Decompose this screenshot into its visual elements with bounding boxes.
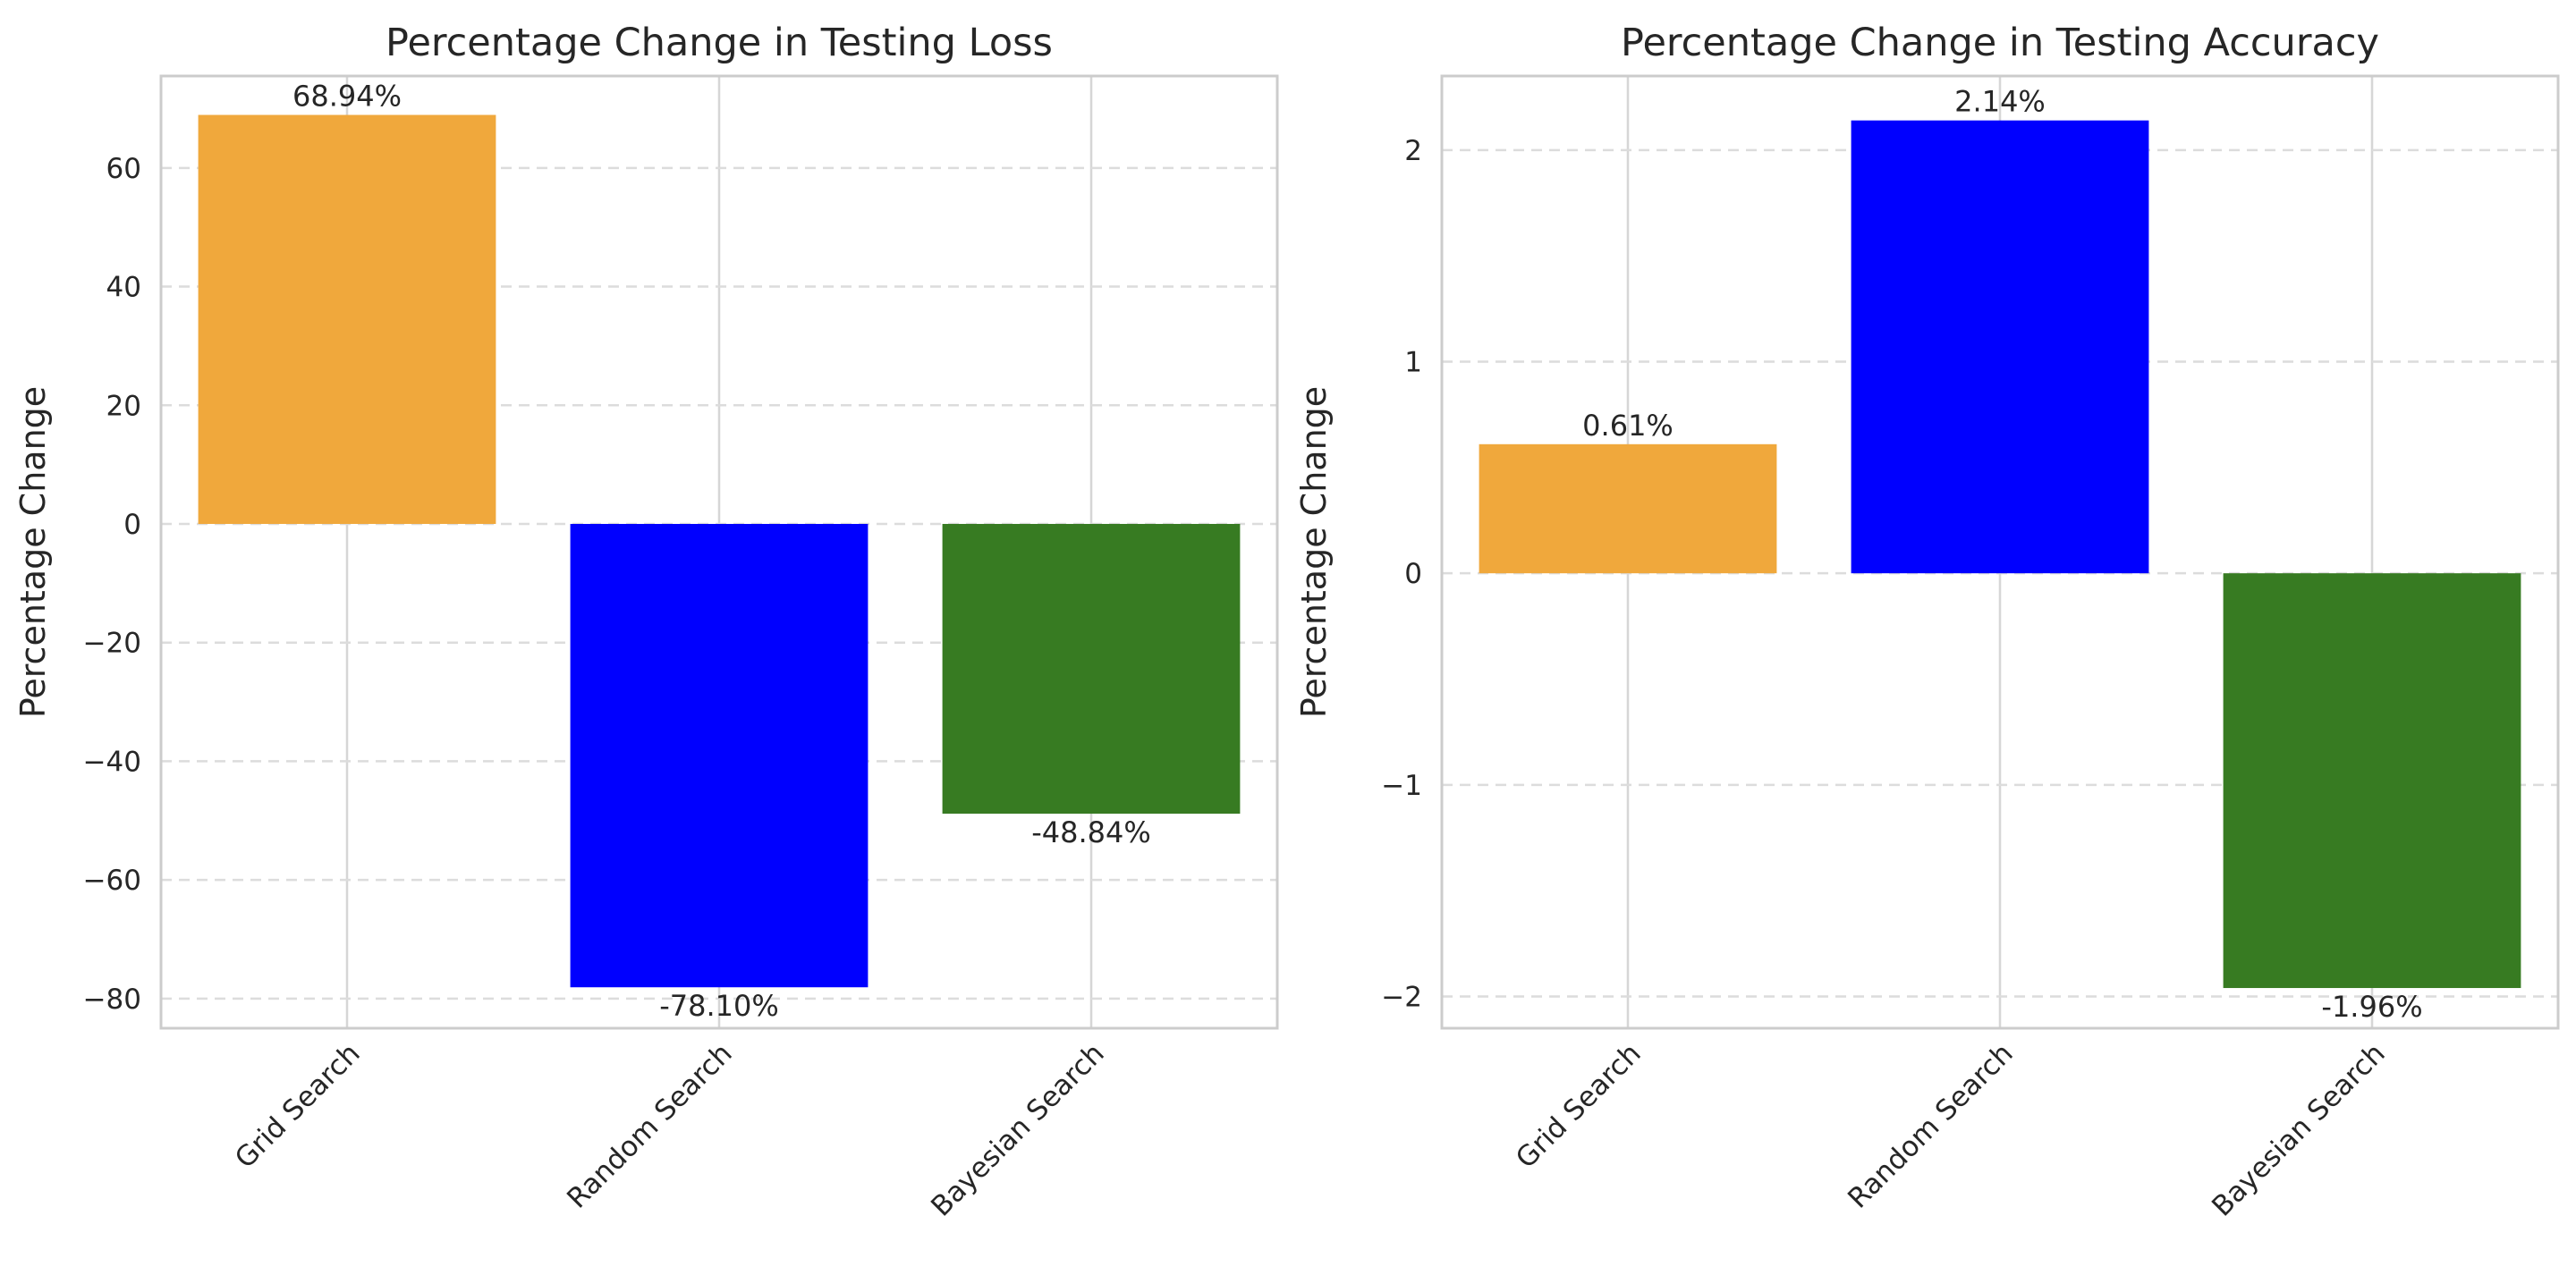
chart-title: Percentage Change in Testing Loss xyxy=(386,21,1053,65)
y-tick-label: 0 xyxy=(123,509,141,541)
bar-grid-search xyxy=(1479,443,1777,574)
chart-panel-2: 2 1 0 −1 −2 0.61% 2.14% -1.96% Grid Search Random… xyxy=(1294,21,2560,1223)
y-tick-label: 2 xyxy=(1404,135,1422,167)
x-tick-label: Random Search xyxy=(1842,1037,2019,1214)
data-label: -78.10% xyxy=(659,989,779,1023)
y-tick-label: 1 xyxy=(1404,347,1422,379)
data-label: -48.84% xyxy=(1031,815,1151,849)
y-tick-label: 20 xyxy=(106,390,141,422)
y-axis-label: Percentage Change xyxy=(13,386,53,718)
y-tick-label: −80 xyxy=(83,984,141,1016)
chart-panel-1: 60 40 20 0 −20 −40 −60 −80 68.94% -78.10% -48.84% G… xyxy=(13,21,1279,1223)
y-tick-label: −1 xyxy=(1381,770,1422,802)
x-tick-label: Random Search xyxy=(561,1037,738,1214)
x-tick-label: Grid Search xyxy=(229,1037,367,1175)
x-tick-label: Grid Search xyxy=(1510,1037,1648,1175)
y-tick-label: 40 xyxy=(106,272,141,304)
chart-title: Percentage Change in Testing Accuracy xyxy=(1621,21,2379,65)
y-tick-label: −40 xyxy=(83,746,141,778)
y-tick-label: 60 xyxy=(106,153,141,185)
bar-grid-search xyxy=(198,114,496,524)
x-tick-label: Bayesian Search xyxy=(925,1037,1111,1223)
data-label: 2.14% xyxy=(1954,85,2046,119)
data-label: 0.61% xyxy=(1582,409,1674,443)
data-label: -1.96% xyxy=(2321,990,2422,1024)
bar-random-search xyxy=(570,523,869,988)
bar-bayesian-search xyxy=(942,523,1241,815)
bar-random-search xyxy=(1851,120,2149,574)
y-tick-label: −20 xyxy=(83,628,141,660)
axes-frame xyxy=(159,74,1279,1030)
y-tick-label: −2 xyxy=(1381,982,1422,1014)
axes-frame xyxy=(1440,74,2560,1030)
y-axis-label: Percentage Change xyxy=(1294,386,1334,718)
y-tick-label: −60 xyxy=(83,865,141,897)
bar-bayesian-search xyxy=(2223,573,2521,989)
y-tick-label: 0 xyxy=(1404,558,1422,590)
x-tick-label: Bayesian Search xyxy=(2206,1037,2392,1223)
data-label: 68.94% xyxy=(292,80,402,114)
